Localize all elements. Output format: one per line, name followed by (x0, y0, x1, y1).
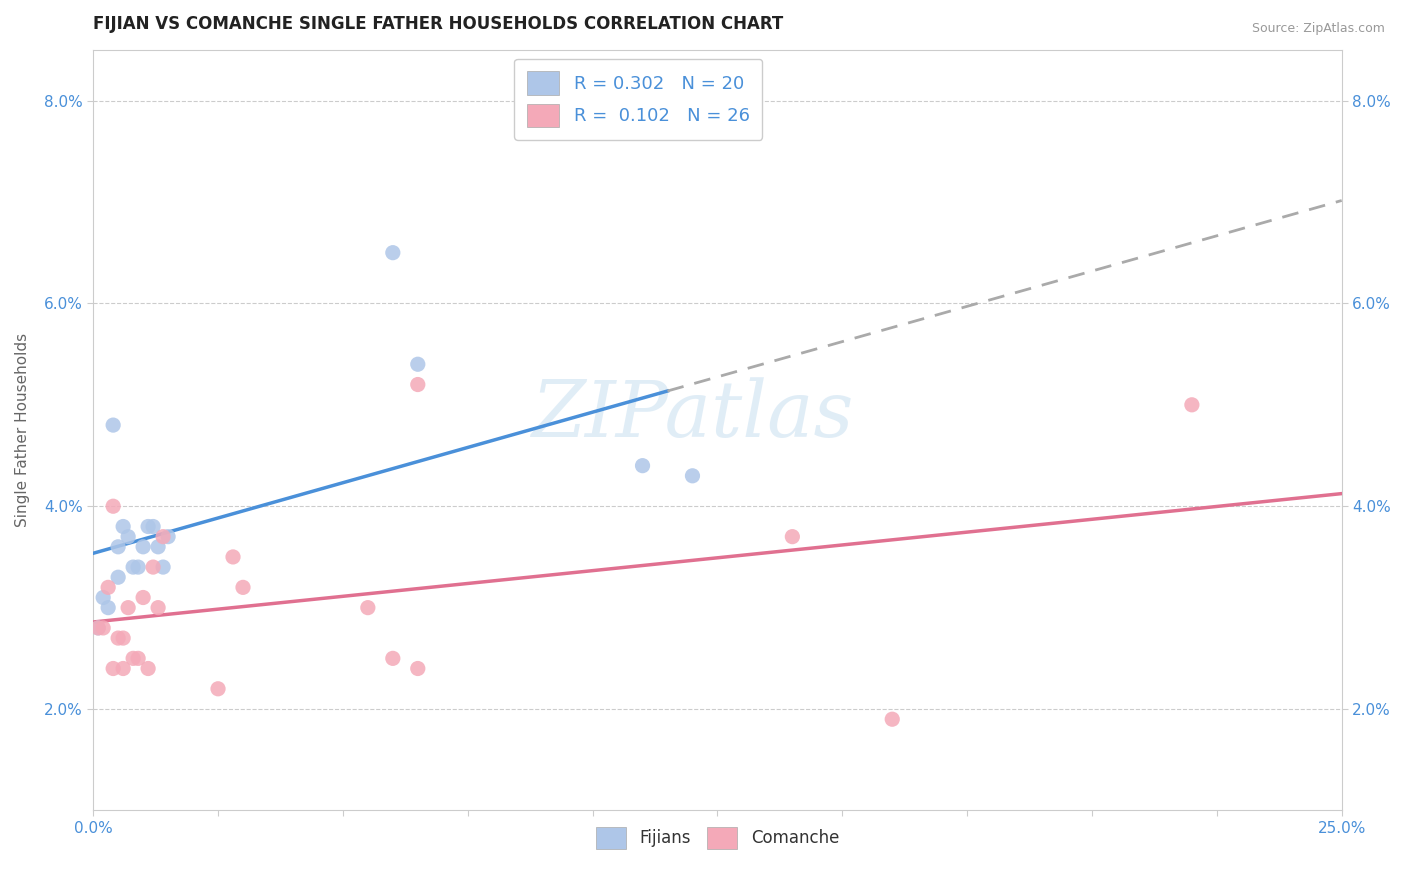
Point (406, 377, 429, 392)
Point (122, 651, 145, 665)
Point (87, 621, 110, 635)
Text: ZIPatlas: ZIPatlas (531, 376, 853, 453)
Point (107, 540, 129, 554)
Point (136, 519, 159, 533)
Point (381, 651, 404, 665)
Point (381, 245, 404, 260)
Point (117, 600, 139, 615)
Point (101, 500, 124, 514)
Point (101, 418, 124, 433)
Point (782, 530, 804, 544)
Point (232, 580, 254, 594)
Point (631, 458, 654, 473)
Point (112, 661, 135, 675)
Point (142, 519, 165, 533)
Point (132, 540, 155, 554)
Point (152, 560, 174, 574)
Point (406, 661, 429, 675)
Point (97, 600, 120, 615)
Y-axis label: Single Father Households: Single Father Households (15, 333, 30, 527)
Point (882, 712, 904, 726)
Point (122, 560, 145, 574)
Point (142, 560, 165, 574)
Text: Source: ZipAtlas.com: Source: ZipAtlas.com (1251, 22, 1385, 36)
Point (127, 651, 149, 665)
Point (127, 560, 149, 574)
Point (146, 540, 169, 554)
Point (87, 621, 110, 635)
Point (136, 661, 159, 675)
Point (132, 591, 155, 605)
Point (91, 621, 114, 635)
Text: FIJIAN VS COMANCHE SINGLE FATHER HOUSEHOLDS CORRELATION CHART: FIJIAN VS COMANCHE SINGLE FATHER HOUSEHO… (93, 15, 783, 33)
Point (112, 631, 135, 645)
Point (107, 631, 129, 645)
Legend: Fijians, Comanche: Fijians, Comanche (589, 821, 846, 855)
Point (146, 600, 169, 615)
Point (357, 600, 380, 615)
Point (91, 591, 114, 605)
Point (117, 530, 139, 544)
Point (222, 549, 245, 564)
Point (97, 580, 120, 594)
Point (112, 519, 135, 533)
Point (406, 357, 429, 371)
Point (101, 661, 124, 675)
Point (152, 530, 174, 544)
Point (157, 530, 180, 544)
Point (207, 681, 229, 696)
Point (1181, 398, 1204, 412)
Point (107, 570, 129, 584)
Point (682, 468, 704, 483)
